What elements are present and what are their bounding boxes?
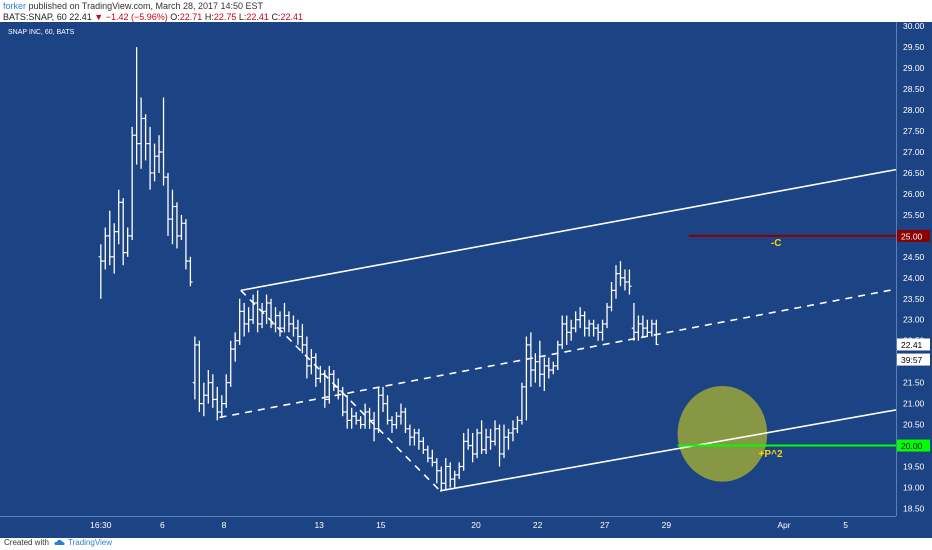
price-chart[interactable]: SNAP INC, 60, BATS 18.50 19.00 19.50 20.00 20… xyxy=(0,22,932,538)
y-tick-label: 26.50 xyxy=(903,168,925,178)
target-zone-ellipse xyxy=(677,386,768,482)
x-tick-label: Apr xyxy=(777,520,790,530)
price-label-box xyxy=(897,353,930,366)
y-tick-label: 25.50 xyxy=(903,210,925,220)
y-tick-label: 21.00 xyxy=(903,399,925,409)
x-tick-label: 13 xyxy=(314,520,324,530)
chart-symbol-label: SNAP INC, 60, BATS xyxy=(8,29,75,36)
x-tick-label: 6 xyxy=(160,520,165,530)
created-with-text: Created with xyxy=(4,538,49,547)
y-tick-label: 29.00 xyxy=(903,63,925,73)
chart-area[interactable]: SNAP INC, 60, BATS 18.50 19.00 19.50 20.00 20… xyxy=(0,22,932,538)
high-value: 22.75 xyxy=(213,12,237,22)
y-tick-label: 27.00 xyxy=(903,147,925,157)
high-label: H: xyxy=(204,12,214,22)
quote-line: BATS:SNAP, 60 22.41 ▼ −1.42 (−5.96%) O:2… xyxy=(3,12,303,22)
y-tick-label: 30.00 xyxy=(903,22,925,31)
publish-text: published on TradingView.com, March 28, … xyxy=(28,1,264,11)
y-tick-label: 27.50 xyxy=(903,126,925,136)
x-tick-label: 16:30 xyxy=(90,520,112,530)
trendline-upper-channel xyxy=(240,168,897,292)
y-tick-label: 21.50 xyxy=(903,378,925,388)
x-tick-label: 29 xyxy=(662,520,672,530)
tradingview-logo[interactable]: TradingView xyxy=(54,538,112,547)
author-link[interactable]: forker xyxy=(3,1,27,11)
y-tick-label: 19.50 xyxy=(903,462,925,472)
low-value: 22.41 xyxy=(246,12,269,22)
y-tick-label: 29.50 xyxy=(903,42,925,52)
y-tick-label: 28.00 xyxy=(903,105,925,115)
symbol-label: BATS:SNAP, 60 xyxy=(3,12,67,22)
x-tick-label: 15 xyxy=(376,520,386,530)
x-tick-label: 20 xyxy=(471,520,481,530)
cloud-icon xyxy=(54,540,65,546)
trendline-lower-channel xyxy=(440,409,897,492)
price-label-box xyxy=(897,439,930,452)
y-tick-label: 20.50 xyxy=(903,420,925,430)
x-tick-label: 8 xyxy=(222,520,227,530)
close-value: 22.41 xyxy=(280,12,303,22)
change-icon: ▼ xyxy=(94,12,104,22)
y-tick-label: 23.50 xyxy=(903,294,925,304)
y-tick-label: 24.50 xyxy=(903,252,925,262)
y-tick-label: 18.50 xyxy=(903,503,925,513)
y-tick-label: 19.00 xyxy=(903,482,925,492)
change-value: −1.42 (−5.96%) xyxy=(105,12,168,22)
close-label: C: xyxy=(271,12,281,22)
y-tick-label: 28.50 xyxy=(903,84,925,94)
y-tick-label: 23.00 xyxy=(903,315,925,325)
x-tick-label: 5 xyxy=(843,520,848,530)
low-label: L: xyxy=(238,12,247,22)
price-label: 25.00 xyxy=(901,231,923,241)
trendline-decline xyxy=(240,289,441,492)
x-tick-label: 27 xyxy=(600,520,610,530)
footer: Created with TradingView xyxy=(0,538,932,550)
last-price: 22.41 xyxy=(69,12,92,22)
open-value: 22.71 xyxy=(179,12,203,22)
annotation-label: -C xyxy=(771,238,782,249)
y-tick-label: 26.00 xyxy=(903,189,925,199)
publish-info: forker published on TradingView.com, Mar… xyxy=(3,1,263,11)
y-tick-label: 24.00 xyxy=(903,273,925,283)
open-label: O: xyxy=(170,12,180,22)
price-label: 22.41 xyxy=(901,340,923,350)
x-tick-label: 22 xyxy=(533,520,543,530)
price-label: 39:57 xyxy=(901,355,923,365)
price-label-box xyxy=(897,229,930,242)
price-label: 20.00 xyxy=(901,441,923,451)
annotation-label: +P^2 xyxy=(759,449,783,460)
tradingview-brand: TradingView xyxy=(68,538,113,547)
price-label-box xyxy=(897,338,930,351)
